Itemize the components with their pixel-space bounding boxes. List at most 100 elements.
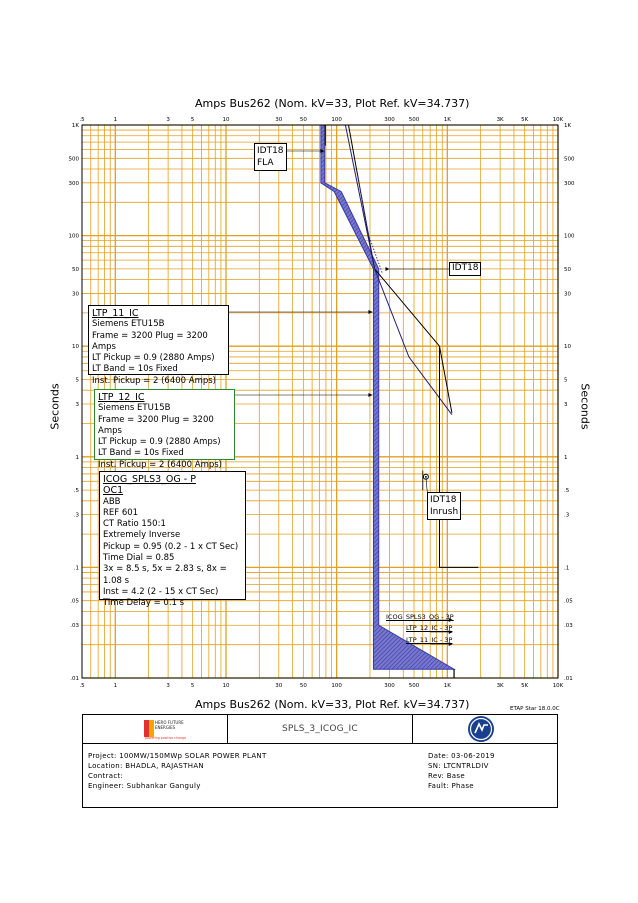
fault-current-arrow	[448, 642, 453, 646]
x-tick-label-top: 10K	[553, 117, 564, 123]
icog-line: REF 601	[103, 507, 139, 518]
y-tick-label-left: 1	[76, 455, 80, 461]
icog-settings-box: ICOG_SPLS3_OG - P OC1 ABB REF 601 CT Rat…	[99, 471, 246, 608]
ltp-dotted-curve	[357, 175, 384, 275]
y-tick-label-left: .3	[74, 513, 80, 519]
y-tick-label-right: .5	[564, 488, 570, 494]
y-tick-label-right: 100	[564, 234, 575, 240]
icog-3p-label: ICOG_SPLS3_OG - 3P	[386, 613, 454, 621]
chart-curves	[229, 124, 479, 678]
x-tick-label-bottom: 30	[275, 683, 282, 689]
contract-field: Contract:	[88, 772, 124, 780]
top-axis-label: Amps Bus262 (Nom. kV=33, Plot Ref. kV=34…	[195, 97, 470, 110]
ltp11-line: Frame = 3200 Plug = 3200 Amps	[92, 330, 208, 352]
date-field: Date: 03-06-2019	[428, 752, 495, 760]
y-tick-label-right: .1	[564, 565, 569, 571]
icog-line: CT Ratio 150:1	[103, 519, 166, 530]
y-tick-label-right: .03	[564, 623, 573, 629]
y-tick-label-right: 30	[564, 291, 571, 297]
idt18-fla-line2: FLA	[257, 158, 274, 168]
fault-current-arrow	[448, 630, 453, 634]
engineer-field: Engineer: Subhankar Ganguly	[88, 782, 201, 790]
ltp12-line: Inst. Pickup = 2 (6400 Amps)	[98, 459, 222, 470]
y-tick-label-left: .03	[70, 623, 79, 629]
idt18-step-curve	[439, 346, 479, 568]
ltp12-title: LTP_12_IC	[98, 392, 145, 403]
icog-line: Extremely Inverse	[103, 530, 181, 541]
icog-line: Inst = 4.2 (2 - 15 x CT Sec)	[103, 586, 219, 597]
fault-field: Fault: Phase	[428, 782, 474, 790]
x-tick-label-top: 500	[409, 117, 420, 123]
leader-arrow	[385, 267, 390, 271]
y-tick-label-left: 10	[72, 344, 79, 350]
x-tick-label-bottom: 100	[331, 683, 342, 689]
x-tick-label-bottom: 1K	[444, 683, 451, 689]
idt18-inrush-line2: Inrush	[430, 507, 459, 517]
title-block-name-cell	[227, 714, 413, 744]
lt-logo-icon	[469, 717, 493, 741]
hero-logo: HERO FUTURE ENERGIES powering positive c…	[144, 718, 186, 740]
lt-logo	[468, 716, 494, 742]
idt18-inrush-line1: IDT18	[430, 495, 457, 505]
x-tick-label-top: 3K	[497, 117, 504, 123]
idt18-fla-line1: IDT18	[257, 146, 284, 156]
ltp12-line: LT Band = 10s Fixed	[98, 448, 184, 459]
x-tick-label-bottom: 1	[114, 683, 118, 689]
y-tick-label-left: .05	[70, 599, 79, 605]
icog-line: Time Dial = 0.85	[103, 553, 175, 564]
y-tick-label-right: .05	[564, 599, 573, 605]
ltp12-3p-label: LTP_12_IC - 3P	[406, 624, 453, 632]
y-tick-label-right: 500	[564, 156, 575, 162]
ltp11-line: Siemens ETU15B	[92, 319, 165, 330]
y-tick-label-left: 50	[72, 267, 79, 273]
bottom-axis-label: Amps Bus262 (Nom. kV=33, Plot Ref. kV=34…	[195, 698, 470, 711]
x-tick-label-top: 1	[114, 117, 118, 123]
drawing-name: SPLS_3_ICOG_IC	[282, 724, 358, 734]
x-tick-label-bottom: 10K	[553, 683, 564, 689]
x-tick-label-top: 100	[331, 117, 342, 123]
y-tick-label-left: 100	[69, 234, 80, 240]
y-tick-label-right: .3	[564, 513, 570, 519]
icog-spls3-og-p-oc1-curve	[344, 124, 453, 415]
y-tick-label-left: 1K	[72, 123, 79, 129]
sn-field: SN: LTCNTRLDIV	[428, 762, 489, 770]
ltp-11-ic-curve	[320, 124, 456, 670]
project-field: Project: 100MW/150MWp SOLAR POWER PLANT	[88, 752, 267, 760]
y-tick-label-left: .1	[74, 565, 79, 571]
right-axis-label: Seconds	[578, 383, 592, 430]
y-tick-label-right: 1K	[564, 123, 571, 129]
y-tick-label-left: 30	[72, 291, 79, 297]
ltp11-settings-box: LTP_11_IC Siemens ETU15B Frame = 3200 Pl…	[88, 305, 229, 386]
y-tick-label-left: 5	[76, 377, 80, 383]
y-tick-label-left: 300	[69, 181, 80, 187]
idt18-label-text: IDT18	[452, 263, 479, 273]
y-tick-label-right: 300	[564, 181, 575, 187]
idt18-fla-label: IDT18 FLA	[254, 143, 287, 171]
y-tick-label-right: 5	[564, 377, 568, 383]
y-tick-label-left: 500	[69, 156, 80, 162]
ltp11-line: LT Band = 10s Fixed	[92, 364, 178, 375]
x-tick-label-top: 1K	[444, 117, 451, 123]
x-tick-label-top: 300	[384, 117, 395, 123]
ltp11-title: LTP_11_IC	[92, 308, 139, 319]
icog-line: Time Delay = 0.1 s	[103, 598, 185, 609]
ltp11-line: LT Pickup = 0.9 (2880 Amps)	[92, 353, 215, 364]
plot-frame	[81, 124, 559, 679]
chart-ticks: .5 .5 1 1 3 3 5 5 10 10 30 30 50 50 100 100 300 300 500 500…	[69, 117, 575, 689]
x-tick-label-top: 5K	[521, 117, 528, 123]
icog-line: ABB	[103, 496, 121, 507]
x-tick-label-bottom: 300	[384, 683, 395, 689]
x-tick-label-top: 50	[300, 117, 307, 123]
x-tick-label-bottom: .5	[79, 683, 85, 689]
rev-field: Rev: Base	[428, 772, 465, 780]
leader-arrow	[368, 393, 373, 397]
y-tick-label-left: 3	[76, 402, 80, 408]
x-tick-label-bottom: 3	[166, 683, 170, 689]
etap-label: ETAP Star 18.0.0C	[510, 706, 560, 712]
y-tick-label-right: 10	[564, 344, 571, 350]
x-tick-label-top: 10	[222, 117, 229, 123]
x-tick-label-top: .5	[79, 117, 85, 123]
idt18-inrush-label: IDT18 Inrush	[427, 492, 461, 520]
y-tick-label-left: .5	[74, 488, 80, 494]
x-tick-label-bottom: 500	[409, 683, 420, 689]
